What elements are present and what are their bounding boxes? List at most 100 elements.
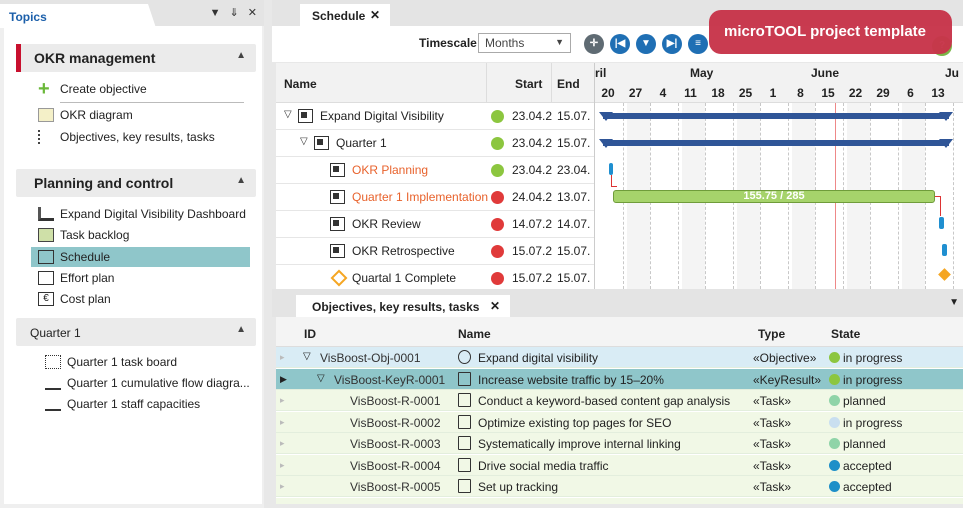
cfd-item[interactable]: Quarter 1 cumulative flow diagra...	[45, 373, 250, 393]
okr-diagram-item[interactable]: OKR diagram	[38, 105, 133, 125]
table-header: ID Name Type State	[276, 317, 963, 347]
task-bar[interactable]	[939, 217, 944, 229]
task-icon	[330, 217, 345, 231]
tab-objectives[interactable]: Objectives, key results, tasks ✕	[296, 295, 510, 317]
go-to-start-button[interactable]: |◀	[610, 34, 630, 54]
end-date: 15.07.	[557, 271, 591, 285]
cost-plan-item[interactable]: € Cost plan	[38, 289, 111, 309]
state-dot	[829, 395, 840, 406]
schedule-row[interactable]: OKR Planning 23.04.2 23.04.	[276, 157, 594, 184]
schedule-row[interactable]: OKR Retrospective 15.07.2 15.07.	[276, 238, 594, 265]
task-name: Quarter 1 Implementation	[352, 190, 489, 204]
schedule-row[interactable]: OKR Review 14.07.2 14.07.	[276, 211, 594, 238]
week-label: 13	[931, 86, 945, 100]
section-quarter-1[interactable]: Quarter 1 ▲	[16, 318, 256, 346]
task-bar[interactable]: 155.75 / 285	[613, 190, 935, 203]
schedule-icon	[38, 249, 54, 264]
row-pointer-icon: ▸	[280, 352, 285, 362]
dashboard-icon	[38, 206, 54, 221]
row-type: «Task»	[753, 480, 792, 494]
table-row[interactable]: ▶ ▽ VisBoost-KeyR-0001 Increase website tra…	[276, 368, 963, 390]
key-result-icon	[458, 371, 471, 386]
chevron-up-icon[interactable]: ▲	[236, 324, 246, 335]
effort-plan-item[interactable]: Effort plan	[38, 268, 114, 288]
schedule-row[interactable]: Quartal 1 Complete 15.07.2 15.07.	[276, 265, 594, 289]
objectives-list-item[interactable]: Objectives, key results, tasks	[38, 127, 215, 147]
task-bar[interactable]	[942, 244, 947, 256]
row-type: «Objective»	[753, 351, 817, 365]
month-label: June	[811, 66, 840, 80]
summary-bar[interactable]	[603, 113, 949, 119]
col-name[interactable]: Name	[458, 327, 491, 341]
col-id[interactable]: ID	[304, 327, 316, 341]
expand-icon[interactable]: ▽	[303, 351, 311, 362]
chevron-down-icon[interactable]: ▼	[949, 297, 959, 308]
task-icon	[330, 163, 345, 177]
task-board-item[interactable]: Quarter 1 task board	[45, 352, 177, 372]
end-date: 23.04.	[557, 163, 591, 177]
start-date: 15.07.2	[512, 244, 553, 258]
week-label: 25	[738, 86, 753, 100]
expand-icon[interactable]: ▽	[317, 372, 325, 384]
tab-schedule[interactable]: Schedule ✕	[300, 4, 390, 26]
line-chart-icon	[45, 397, 61, 411]
task-bar[interactable]	[609, 163, 613, 175]
expand-icon[interactable]: ▽	[300, 136, 308, 147]
table-row[interactable]: ▸ VisBoost-R-0003 Systematically improve i…	[276, 433, 963, 454]
col-name[interactable]: Name	[284, 77, 317, 91]
col-start[interactable]: Start	[515, 77, 543, 91]
task-backlog-item[interactable]: Task backlog	[38, 225, 129, 245]
section-title: Planning and control	[34, 175, 174, 191]
milestone-marker[interactable]	[938, 268, 951, 281]
effort-icon	[38, 270, 54, 285]
task-icon	[330, 190, 345, 204]
week-label: 20	[601, 86, 615, 100]
col-type[interactable]: Type	[758, 327, 786, 341]
table-row[interactable]: ▸ ▽ VisBoost-Obj-0001 Expand digital visibi…	[276, 347, 963, 368]
diagram-icon	[38, 107, 54, 122]
close-icon[interactable]: ✕	[369, 8, 380, 22]
schedule-row[interactable]: Quarter 1 Implementation 24.04.2 13.07.	[276, 184, 594, 211]
schedule-item[interactable]: Schedule	[31, 247, 250, 267]
close-icon[interactable]: ✕	[489, 299, 500, 313]
week-label: 1	[769, 86, 777, 100]
topics-tab[interactable]: Topics	[0, 4, 156, 28]
timescale-select[interactable]: Months ▼	[478, 33, 571, 53]
panel-controls[interactable]: ▼ ⇓ ✕	[209, 7, 260, 19]
pane-splitter[interactable]	[272, 289, 963, 295]
week-label: 15	[821, 86, 835, 100]
row-id: VisBoost-R-0003	[350, 437, 441, 451]
week-label: 18	[711, 86, 725, 100]
summary-bar[interactable]	[603, 140, 949, 146]
chevron-up-icon[interactable]: ▲	[236, 175, 246, 186]
plus-icon: +	[38, 77, 50, 100]
task-icon	[458, 414, 471, 429]
table-row[interactable]: ▸ VisBoost-R-0005 Set up tracking «Task» acc…	[276, 476, 963, 497]
start-date: 15.07.2	[512, 271, 553, 285]
dashboard-item[interactable]: Expand Digital Visibility Dashboard	[38, 204, 246, 224]
table-row[interactable]: ▸ VisBoost-R-0002 Optimize existing top pa…	[276, 411, 963, 433]
row-type: «Task»	[753, 394, 792, 408]
go-to-end-button[interactable]: ▶|	[662, 34, 682, 54]
empty-row	[276, 497, 963, 504]
col-end[interactable]: End	[557, 77, 580, 91]
expand-icon[interactable]: ▽	[284, 109, 292, 120]
task-icon	[330, 244, 345, 258]
row-pointer-icon: ▸	[280, 481, 285, 491]
table-row[interactable]: ▸ VisBoost-R-0004 Drive social media traff…	[276, 454, 963, 476]
row-id: VisBoost-R-0002	[350, 415, 441, 430]
create-objective-item[interactable]: + Create objective	[38, 79, 147, 99]
staff-capacities-item[interactable]: Quarter 1 staff capacities	[45, 394, 200, 414]
row-pointer-icon: ▸	[280, 438, 285, 448]
section-okr-management[interactable]: OKR management ▲	[16, 44, 256, 72]
table-row[interactable]: ▸ VisBoost-R-0001 Conduct a keyword-based …	[276, 390, 963, 411]
col-state[interactable]: State	[831, 327, 861, 341]
schedule-row[interactable]: ▽ Quarter 1 23.04.2 15.07.	[276, 130, 594, 157]
schedule-row[interactable]: ▽ Expand Digital Visibility 23.04.2 15.07.	[276, 103, 594, 130]
chevron-up-icon[interactable]: ▲	[236, 50, 246, 61]
baseline-button[interactable]: ≡	[688, 34, 708, 54]
fit-all-button[interactable]: ✛	[584, 34, 604, 54]
section-planning-control[interactable]: Planning and control ▲	[16, 169, 256, 197]
row-name: Conduct a keyword-based content gap anal…	[478, 394, 731, 408]
go-to-today-button[interactable]: ▼	[636, 34, 656, 54]
